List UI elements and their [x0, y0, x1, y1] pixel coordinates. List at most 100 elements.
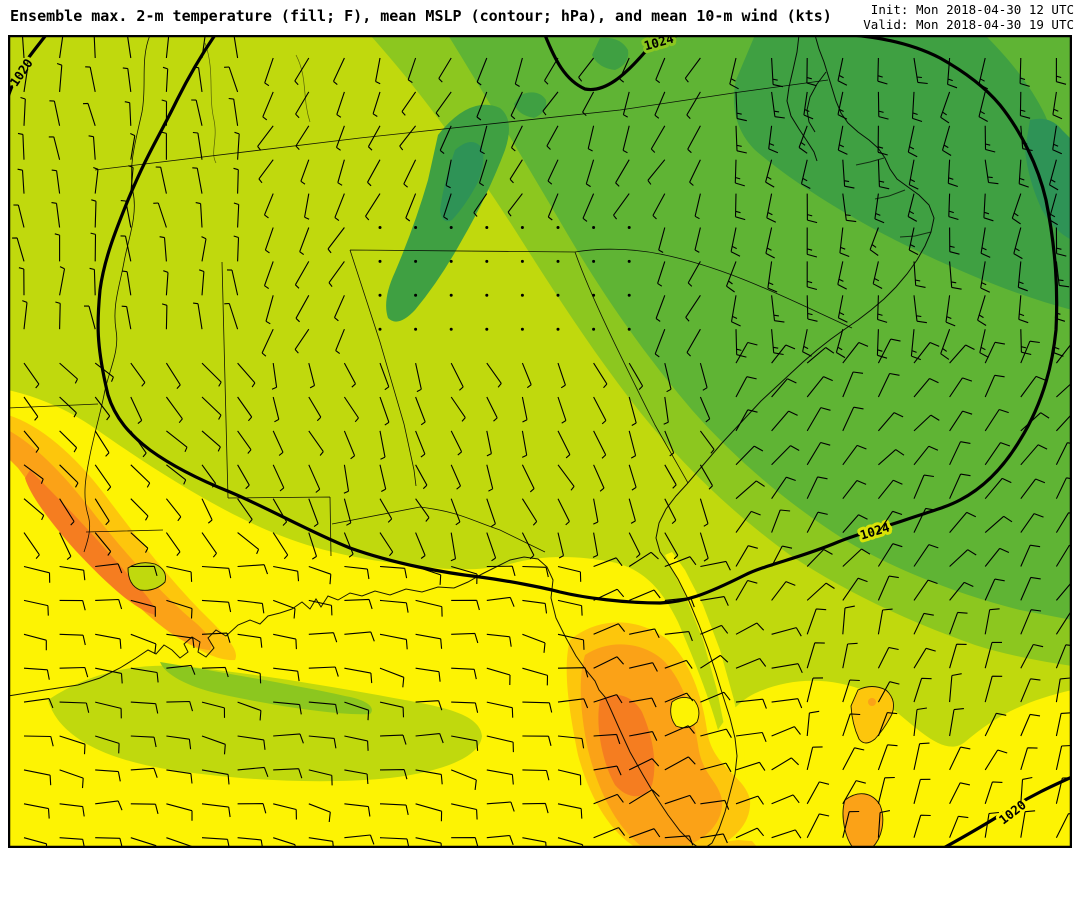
wind-barb	[1054, 295, 1066, 322]
wind-barb	[802, 329, 812, 357]
wind-barb	[201, 565, 232, 579]
island-grand-bahama	[850, 686, 894, 744]
wind-barb	[984, 408, 1009, 432]
contour-1024-main	[96, 33, 1059, 605]
wind-barb	[130, 532, 149, 553]
wind-barb	[664, 835, 694, 846]
wind-barb	[237, 362, 256, 388]
wind-barb	[877, 412, 904, 432]
wind-barb	[647, 159, 666, 185]
wind-barb	[768, 125, 779, 154]
wind-barb	[1020, 678, 1041, 703]
temperature-fill-layer	[8, 35, 1072, 850]
wind-barb	[948, 193, 959, 221]
wind-barb	[165, 532, 181, 556]
wind-barb	[23, 498, 45, 521]
calm-wind-dot	[556, 327, 560, 331]
wind-barb	[771, 57, 784, 88]
wind-barb	[872, 261, 883, 289]
wind-barb	[1052, 125, 1063, 155]
wind-barb	[337, 159, 345, 186]
wind-barb	[379, 701, 405, 718]
wind-barb	[664, 659, 693, 669]
wind-barb	[664, 631, 693, 642]
wind-barb	[806, 193, 818, 224]
wind-barb	[593, 765, 622, 776]
wind-barb	[655, 295, 666, 322]
wind-barb	[593, 694, 623, 704]
wind-barb	[522, 633, 546, 653]
wind-barb	[344, 631, 375, 642]
wind-barb	[59, 362, 78, 384]
wind-barb	[159, 236, 167, 262]
wind-barb	[130, 667, 159, 683]
fill-gulf-coast-green	[160, 662, 372, 715]
wind-barb	[842, 810, 860, 838]
wind-barb	[237, 430, 252, 454]
fill-right-edge-darkest	[1025, 118, 1072, 240]
wind-barb	[913, 677, 932, 703]
wind-barb	[95, 598, 123, 610]
wind-barb	[949, 708, 964, 737]
wind-barb	[771, 663, 803, 674]
fill-dark-spot-a	[592, 37, 629, 70]
wind-barb	[237, 766, 269, 777]
wind-barb	[877, 776, 895, 804]
wind-barb	[201, 464, 217, 488]
wind-barb	[877, 479, 903, 500]
wind-barb	[237, 667, 262, 684]
wind-barb	[166, 664, 196, 675]
wind-barb	[735, 445, 764, 466]
wind-barb	[806, 608, 827, 635]
wind-barb	[367, 159, 381, 187]
wind-barb	[1020, 576, 1041, 601]
wind-barb	[664, 692, 694, 703]
wind-barb	[294, 328, 310, 354]
wind-barb	[949, 815, 969, 838]
wind-barb	[415, 498, 430, 522]
wind-barb	[237, 735, 266, 750]
wind-barb	[451, 565, 478, 585]
coastline	[7, 34, 935, 851]
wind-barb	[23, 565, 51, 583]
wind-barb	[335, 125, 345, 151]
wind-barb	[593, 827, 626, 839]
lake-pontchartrain	[127, 562, 166, 591]
wind-barb	[120, 200, 132, 228]
wind-barb	[628, 498, 636, 524]
wind-barb	[628, 789, 660, 805]
wind-barb	[507, 193, 523, 217]
wind-barb	[192, 167, 203, 194]
wind-barb	[949, 473, 971, 499]
calm-wind-dot	[414, 226, 418, 229]
wind-barb	[23, 599, 49, 616]
wind-barb	[20, 96, 26, 126]
wind-barb	[233, 202, 240, 228]
wind-barb	[443, 193, 452, 220]
calm-wind-dot	[485, 259, 489, 263]
wind-barb	[1020, 444, 1048, 466]
wind-barb	[130, 633, 157, 654]
wind-barb	[949, 511, 977, 533]
wind-barb	[629, 731, 658, 741]
calm-wind-dot	[449, 226, 453, 229]
wind-barb	[913, 445, 939, 466]
contour-1024-top-dip	[543, 32, 684, 92]
wind-barb	[593, 557, 623, 568]
wind-barb	[308, 666, 339, 677]
wind-barb	[735, 795, 764, 805]
wind-barb	[201, 430, 221, 452]
wind-barb	[299, 227, 310, 256]
wind-barb	[984, 811, 999, 838]
wind-barb	[557, 565, 582, 582]
wind-barb	[1020, 412, 1050, 432]
wind-barb	[1018, 295, 1029, 324]
calm-wind-dot	[378, 327, 382, 331]
wind-barb	[765, 159, 775, 188]
wind-barb	[59, 803, 85, 817]
wind-barb	[766, 193, 777, 223]
wind-barb	[806, 347, 835, 364]
wind-barb	[585, 159, 595, 188]
wind-barb	[842, 780, 866, 805]
wind-barb	[486, 769, 514, 785]
